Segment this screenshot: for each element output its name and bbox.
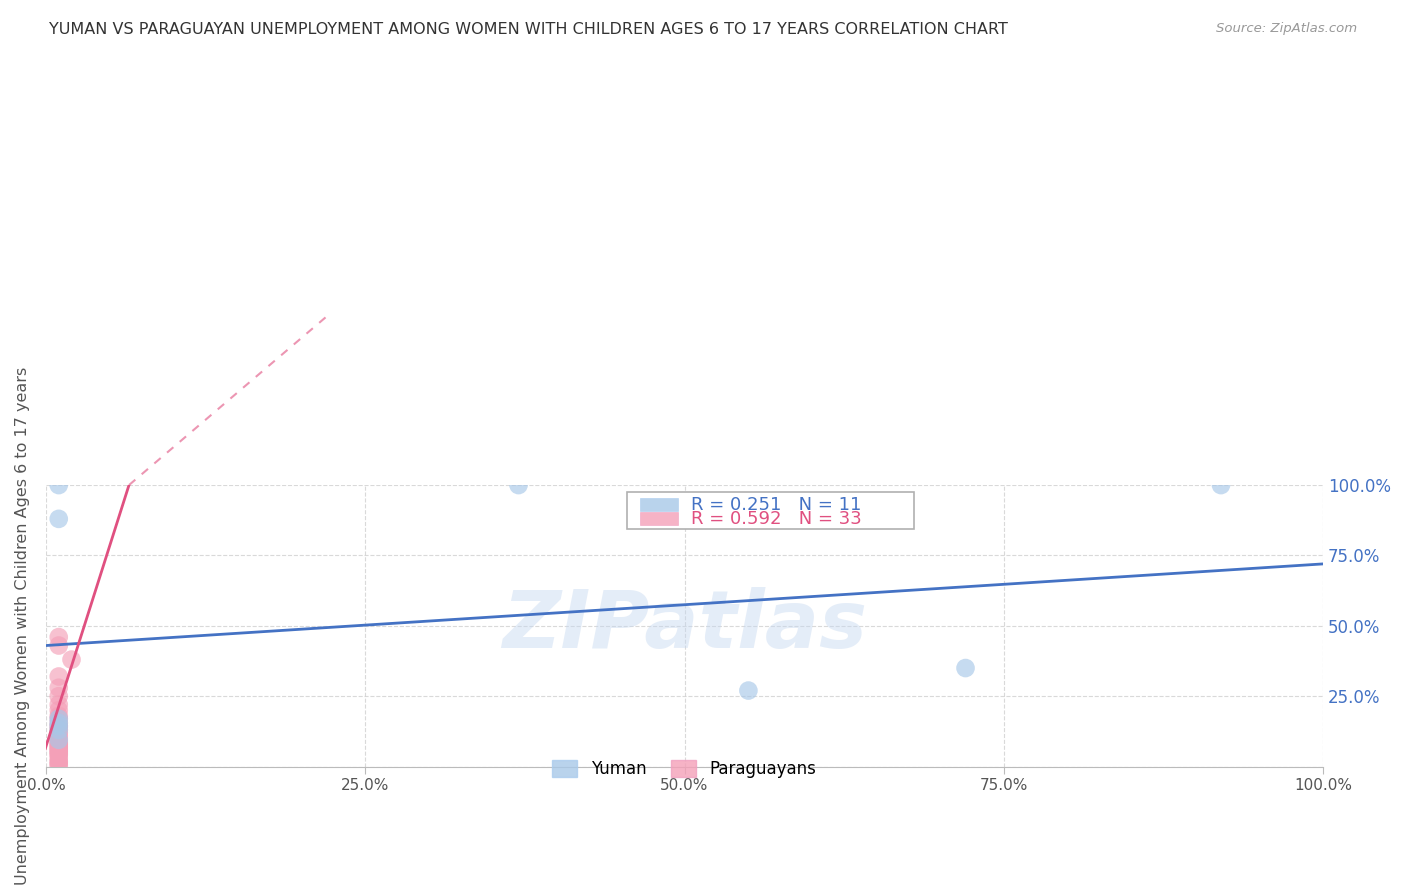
Point [48,751,70,765]
Point [48,639,70,653]
Text: ZIPatlas: ZIPatlas [502,587,868,665]
Text: R = 0.251   N = 11: R = 0.251 N = 11 [690,496,862,514]
FancyBboxPatch shape [627,492,914,529]
Y-axis label: Unemployment Among Women with Children Ages 6 to 17 years: Unemployment Among Women with Children A… [15,367,30,885]
Point [48,756,70,770]
Point [48,681,70,695]
Point [48,739,70,754]
Point [48,737,70,751]
Text: Source: ZipAtlas.com: Source: ZipAtlas.com [1216,22,1357,36]
Point [48,739,70,753]
Point [508,478,530,492]
Point [48,698,70,712]
Point [48,758,70,772]
Point [48,712,70,726]
Point [48,736,70,750]
Point [48,723,70,737]
Point [48,746,70,760]
Legend: Yuman, Paraguayans: Yuman, Paraguayans [546,754,824,785]
Point [48,719,70,733]
Text: R = 0.592   N = 33: R = 0.592 N = 33 [690,510,862,528]
Point [48,744,70,758]
Point [48,729,70,743]
Point [48,731,70,746]
Point [48,709,70,723]
Point [48,715,70,730]
Point [48,630,70,644]
Point [48,669,70,683]
Point [48,734,70,748]
Point [955,661,977,675]
FancyBboxPatch shape [640,498,678,511]
Point [1209,478,1232,492]
Point [737,683,759,698]
Point [48,754,70,768]
Point [48,723,70,737]
Point [48,741,70,756]
Point [48,742,70,756]
Point [48,703,70,717]
Point [48,720,70,734]
Point [48,478,70,492]
Point [48,512,70,526]
Text: YUMAN VS PARAGUAYAN UNEMPLOYMENT AMONG WOMEN WITH CHILDREN AGES 6 TO 17 YEARS CO: YUMAN VS PARAGUAYAN UNEMPLOYMENT AMONG W… [49,22,1008,37]
Point [48,726,70,740]
Point [48,732,70,747]
Point [48,748,70,763]
Point [48,715,70,730]
Point [48,719,70,733]
Point [48,747,70,761]
Point [48,757,70,772]
FancyBboxPatch shape [640,512,678,525]
Point [60,652,83,666]
Point [48,712,70,726]
Point [48,689,70,703]
